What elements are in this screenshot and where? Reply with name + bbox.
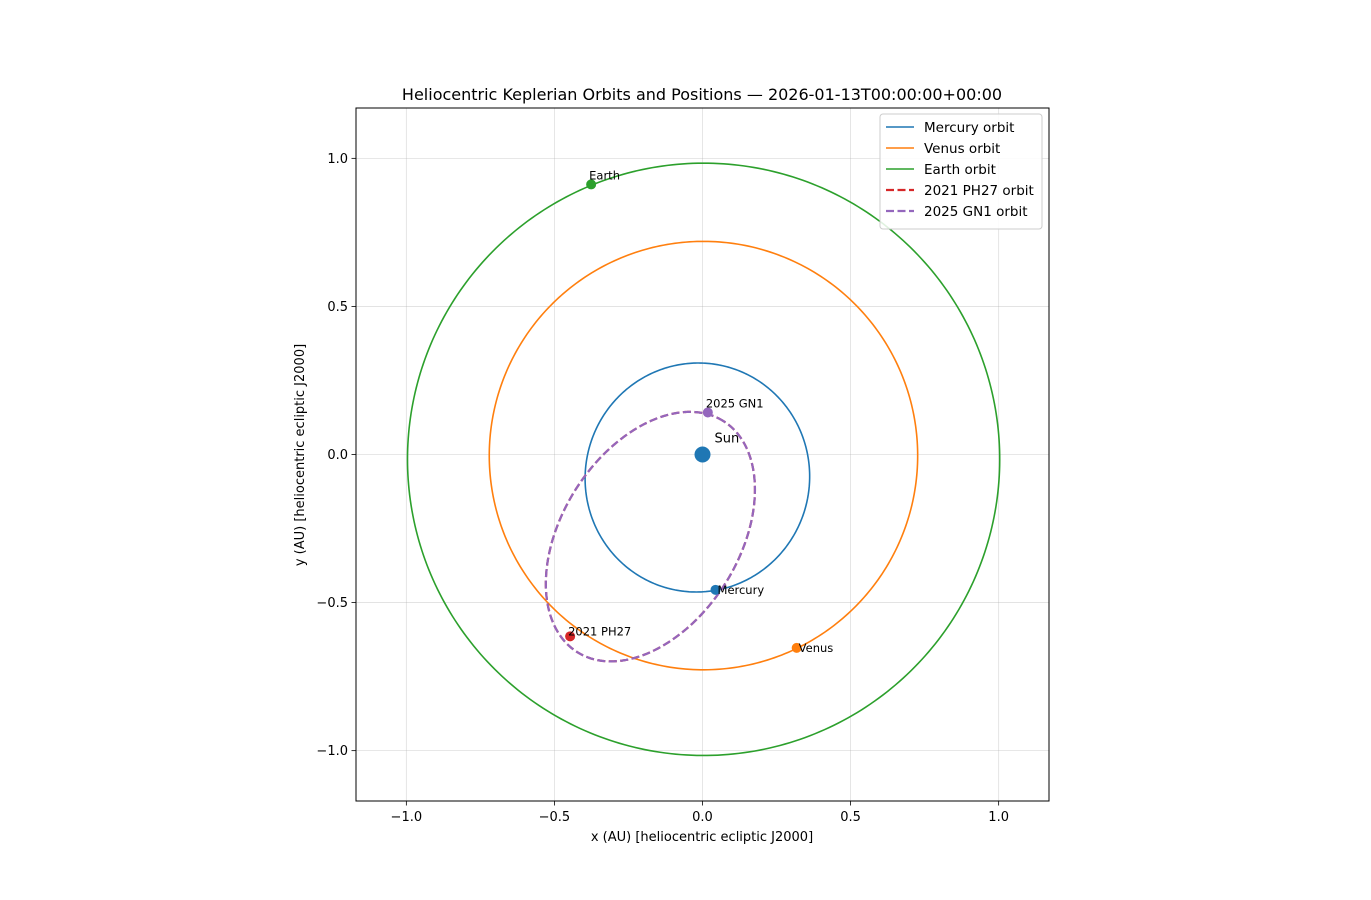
legend-label-mercury-orbit: Mercury orbit [924,120,1014,136]
x-axis-ticks: −1.0 −0.5 0.0 0.5 1.0 [391,801,1009,825]
2025-gn1-label: 2025 GN1 [706,396,764,410]
legend: Mercury orbit Venus orbit Earth orbit 2021 … [879,113,1043,230]
earth-orbit-line [406,162,1001,757]
x-tick-label: 0.0 [692,810,713,825]
venus-marker [791,642,802,653]
chart-title: Heliocentric Keplerian Orbits and Positi… [402,85,1002,104]
2025-gn1-marker [702,407,713,418]
legend-label-venus-orbit: Venus orbit [924,141,1000,157]
legend-box [879,113,1043,230]
y-tick-label: −0.5 [316,596,348,611]
position-labels: Sun Mercury Venus Earth 2021 PH27 2025 GN1 [568,168,833,654]
earth-marker [586,179,597,190]
2025-gn1-orbit-line [544,410,757,663]
x-axis-label: x (AU) [heliocentric ecliptic J2000] [591,830,813,845]
2021-ph27-marker [565,631,576,642]
y-tick-label: 0.5 [327,300,348,315]
2021-ph27-label: 2021 PH27 [568,624,631,638]
positions [565,179,802,653]
legend-label-2021-ph27-orbit: 2021 PH27 orbit [924,183,1034,199]
y-tick-label: −1.0 [316,744,348,759]
y-axis-ticks: −1.0 −0.5 0.0 0.5 1.0 [316,152,356,759]
legend-label-2025-gn1-orbit: 2025 GN1 orbit [924,204,1028,220]
orbits [406,162,1001,757]
sun-marker [694,446,711,463]
x-tick-label: 0.5 [840,810,861,825]
mercury-orbit-line [584,362,811,593]
y-axis-label: y (AU) [heliocentric ecliptic J2000] [293,344,308,566]
y-tick-label: 0.0 [327,448,348,463]
x-tick-label: −1.0 [391,810,423,825]
plot-area: Sun Mercury Venus Earth 2021 PH27 2025 GN1 [355,107,1050,802]
x-tick-label: −0.5 [539,810,571,825]
y-tick-label: 1.0 [327,152,348,167]
venus-orbit-line [488,240,919,671]
x-tick-label: 1.0 [988,810,1009,825]
sun-label: Sun [715,432,740,447]
legend-label-earth-orbit: Earth orbit [924,162,996,178]
mercury-label: Mercury [718,583,765,597]
venus-label: Venus [799,641,834,655]
earth-label: Earth [589,168,620,182]
mercury-marker [710,584,721,595]
